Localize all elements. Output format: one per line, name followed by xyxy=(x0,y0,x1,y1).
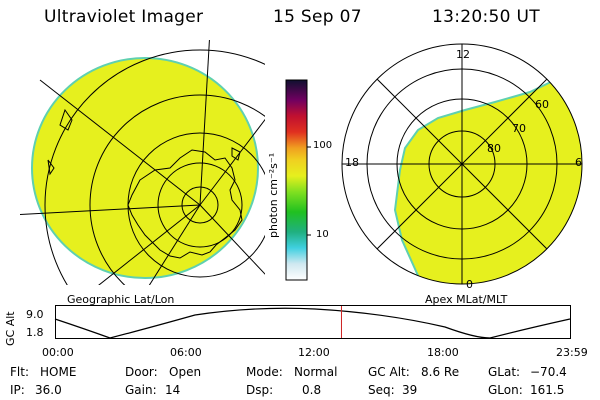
door-value: Open xyxy=(169,365,202,379)
mlt-label-12: 12 xyxy=(456,48,470,61)
altitude-curve xyxy=(54,307,571,339)
gain-label: Gain: xyxy=(125,383,157,397)
glat-value: −70.4 xyxy=(530,365,567,379)
time-tick-1800: 18:00 xyxy=(427,346,459,359)
altitude-axis-title: GC Alt xyxy=(4,311,17,346)
colorbar-unit-label: photon cm⁻²s⁻¹ xyxy=(267,152,280,238)
time-tick-1200: 12:00 xyxy=(298,346,330,359)
altitude-ytick-low: 1.8 xyxy=(26,326,44,339)
time-label: 13:20:50 UT xyxy=(432,7,540,27)
magnetic-polar-plot xyxy=(341,43,583,285)
colorbar xyxy=(285,79,311,281)
ip-value: 36.0 xyxy=(35,383,62,397)
glat-label: GLat: xyxy=(488,365,521,379)
altitude-ytick-high: 9.0 xyxy=(26,308,44,321)
seq-value: 39 xyxy=(402,383,418,397)
time-tick-0600: 06:00 xyxy=(170,346,202,359)
door-label: Door: xyxy=(125,365,158,379)
gcalt-label: GC Alt: xyxy=(368,365,410,379)
glon-value: 161.5 xyxy=(530,383,565,397)
gcalt-value: 8.6 Re xyxy=(421,365,460,379)
glon-label: GLon: xyxy=(488,383,523,397)
geographic-map xyxy=(20,40,265,285)
flt-label: Flt: xyxy=(10,365,29,379)
left-panel-label: Geographic Lat/Lon xyxy=(67,293,175,306)
seq-label: Seq: xyxy=(368,383,395,397)
uv-image-disk xyxy=(31,57,259,279)
colorbar-tick-10: 10 xyxy=(316,229,329,240)
time-tick-0000: 00:00 xyxy=(42,346,74,359)
colorbar-tick-100: 100 xyxy=(313,140,333,151)
mlt-label-0: 0 xyxy=(466,278,473,291)
mlt-label-6: 6 xyxy=(575,156,582,169)
dsp-value: 0.8 xyxy=(302,383,322,397)
mlat-label-60: 60 xyxy=(535,98,549,111)
dsp-label: Dsp: xyxy=(246,383,274,397)
mlat-label-70: 70 xyxy=(512,122,526,135)
right-panel-label: Apex MLat/MLT xyxy=(425,293,508,306)
time-tick-2359: 23:59 xyxy=(556,346,588,359)
altitude-plot xyxy=(54,305,571,339)
mode-label: Mode: xyxy=(246,365,283,379)
mlat-label-80: 80 xyxy=(487,142,501,155)
flt-value: HOME xyxy=(40,365,77,379)
mode-value: Normal xyxy=(294,365,338,379)
instrument-title: Ultraviolet Imager xyxy=(44,7,204,27)
ip-label: IP: xyxy=(10,383,25,397)
mlt-label-18: 18 xyxy=(345,156,359,169)
gain-value: 14 xyxy=(165,383,181,397)
date-label: 15 Sep 07 xyxy=(273,7,362,27)
